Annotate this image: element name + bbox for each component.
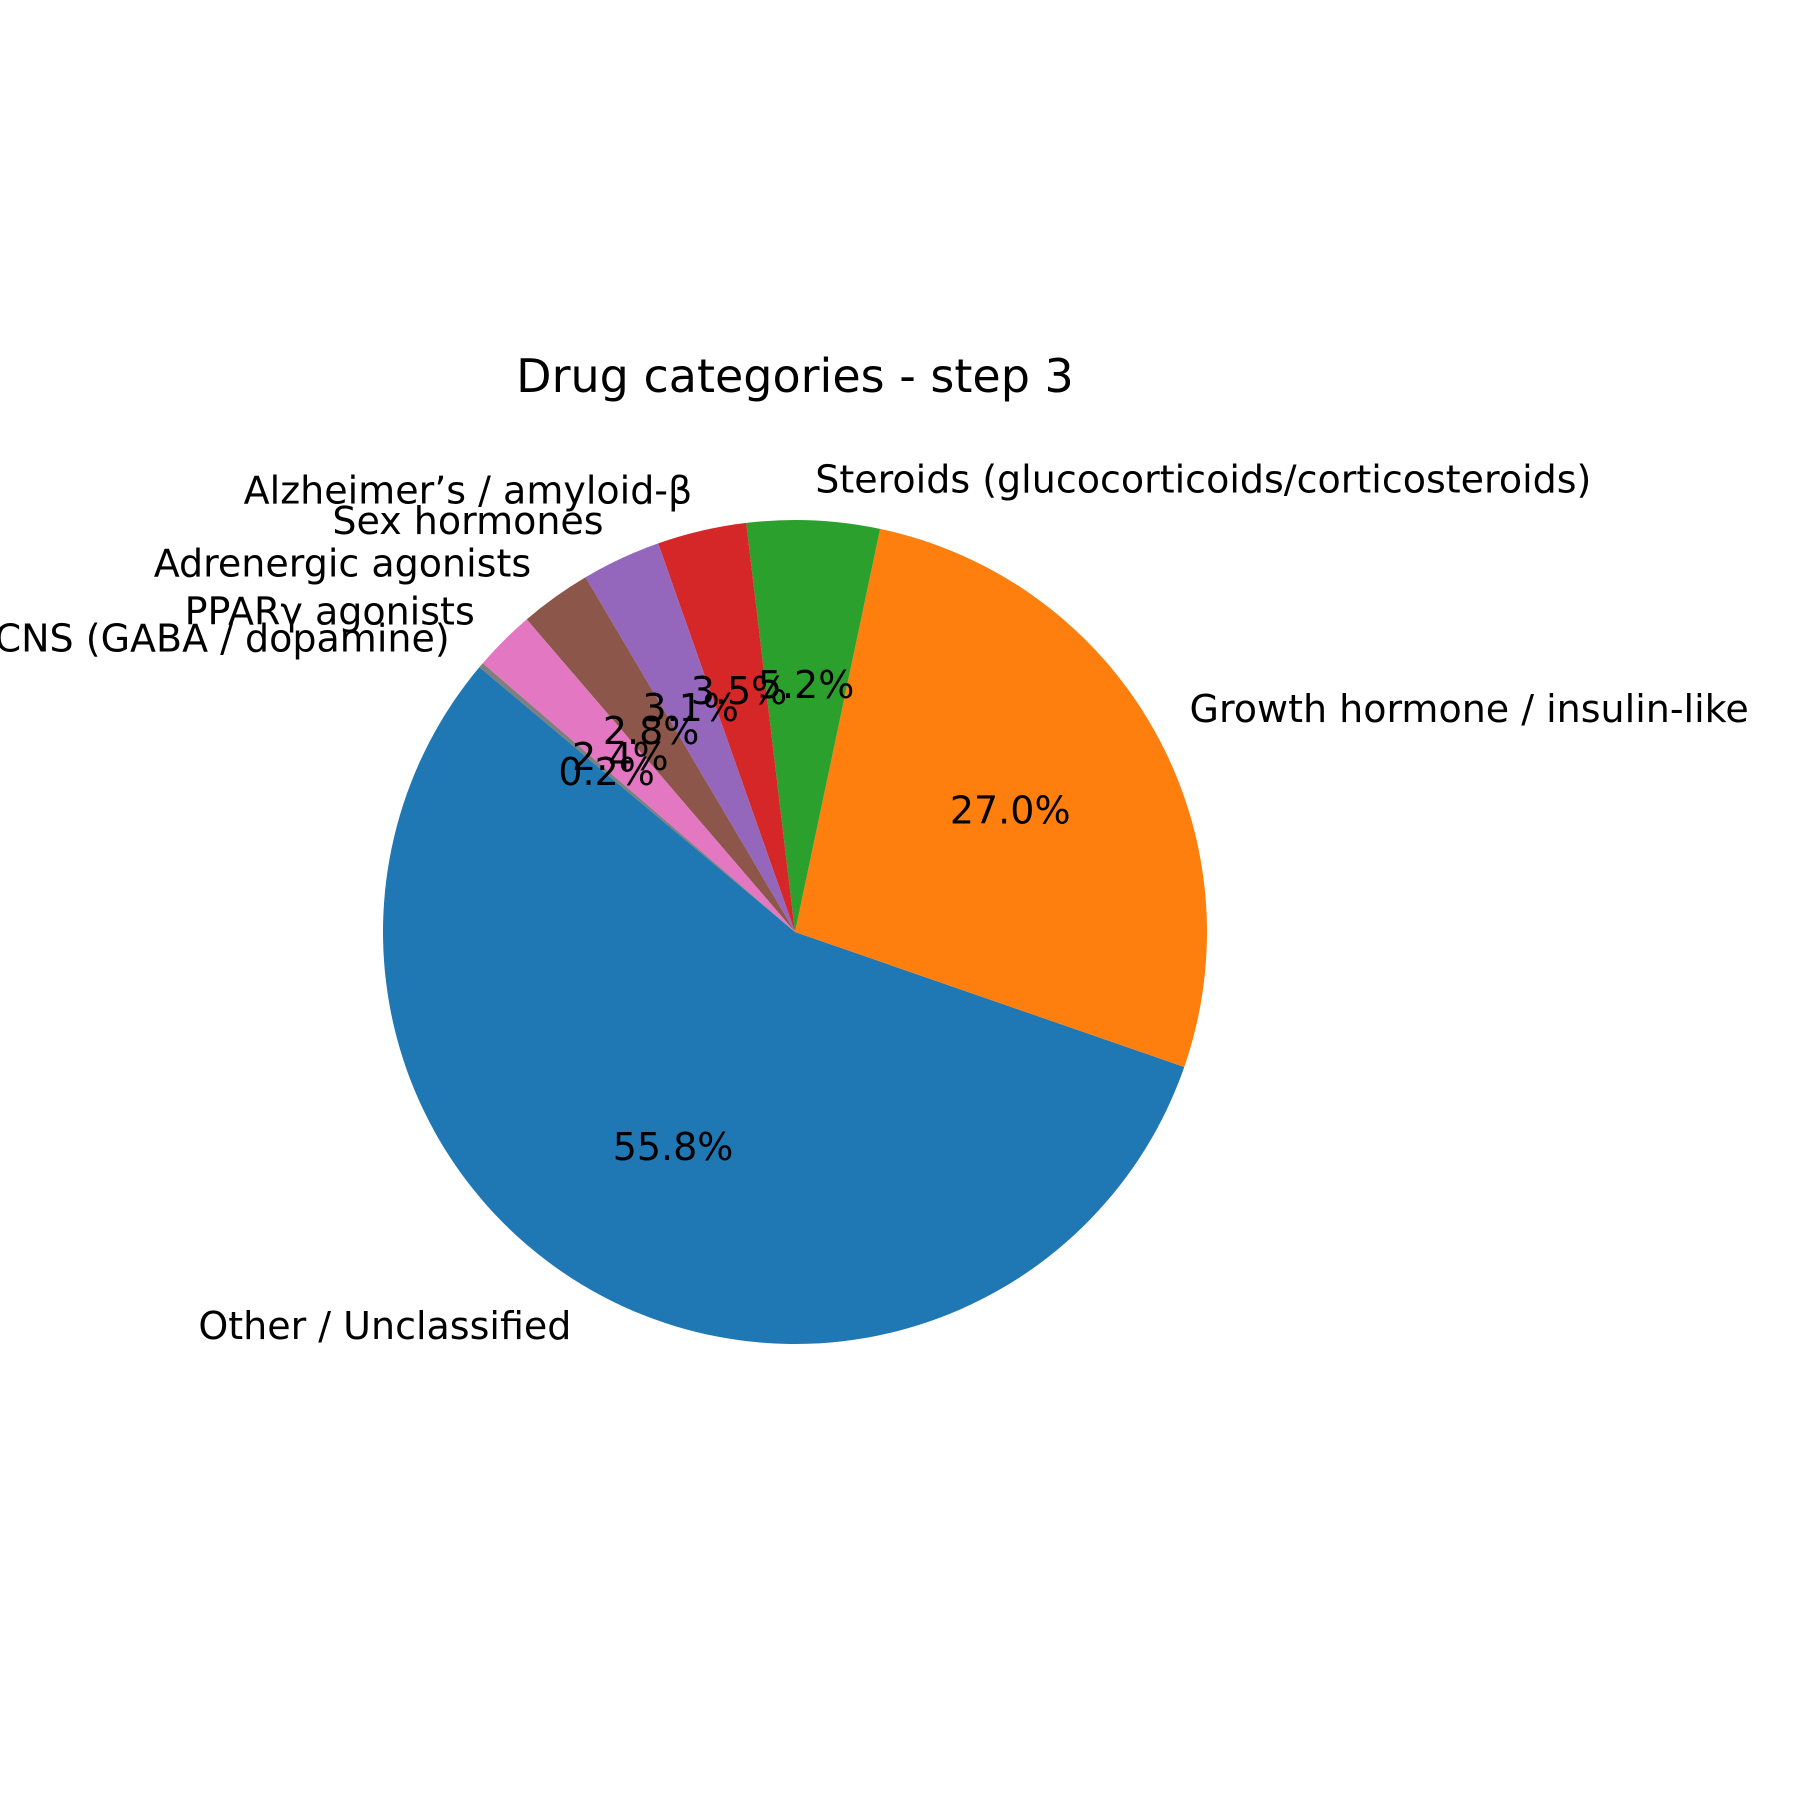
slice-alzheimer-s-amyloid xyxy=(658,522,795,932)
chart-title: Drug categories - step 3 xyxy=(516,349,1074,403)
pct-label-alzheimer-s-amyloid: 3.5% xyxy=(691,669,788,713)
slice-adrenergic-agonists xyxy=(526,577,795,932)
pie-slices xyxy=(382,520,1207,1345)
pct-label-growth-hormone-insulin-like: 27.0% xyxy=(950,788,1071,832)
label-adrenergic-agonists: Adrenergic agonists xyxy=(154,542,531,586)
label-ppar-agonists: PPARγ agonists xyxy=(185,589,475,633)
label-alzheimer-s-amyloid: Alzheimer’s / amyloid-β xyxy=(244,469,693,513)
slice-cns-gaba-dopamine xyxy=(479,663,795,932)
label-other-unclassified: Other / Unclassified xyxy=(198,1304,571,1348)
slice-ppar-agonists xyxy=(482,619,795,932)
pct-label-adrenergic-agonists: 2.8% xyxy=(603,709,700,753)
label-growth-hormone-insulin-like: Growth hormone / insulin-like xyxy=(1190,687,1749,731)
pie-percent-labels: 55.8% 27.0% 5.2%3.5%3.1%2.8%2.4%0.2% xyxy=(558,663,1070,1169)
slice-steroids-glucocorticoids-corticosteroids xyxy=(746,520,881,932)
slice-sex-hormones xyxy=(585,543,795,932)
pct-label-steroids-glucocorticoids-corticosteroids: 5.2% xyxy=(758,663,855,707)
pct-label-other-unclassified: 55.8% xyxy=(613,1125,734,1169)
pct-label-sex-hormones: 3.1% xyxy=(642,686,739,730)
pct-label-cns-gaba-dopamine: 0.2% xyxy=(558,750,655,794)
slice-growth-hormone-insulin-like xyxy=(795,528,1207,1067)
label-sex-hormones: Sex hormones xyxy=(332,499,603,543)
label-steroids-glucocorticoids-corticosteroids: Steroids (glucocorticoids/corticosteroid… xyxy=(815,457,1591,501)
pie-slice-labels: Other / Unclassified Growth hormone / ins… xyxy=(0,457,1749,1348)
slice-other-unclassified xyxy=(382,667,1185,1345)
label-cns-gaba-dopamine: CNS (GABA / dopamine) xyxy=(0,617,450,661)
pct-label-ppar-agonists: 2.4% xyxy=(572,735,669,779)
